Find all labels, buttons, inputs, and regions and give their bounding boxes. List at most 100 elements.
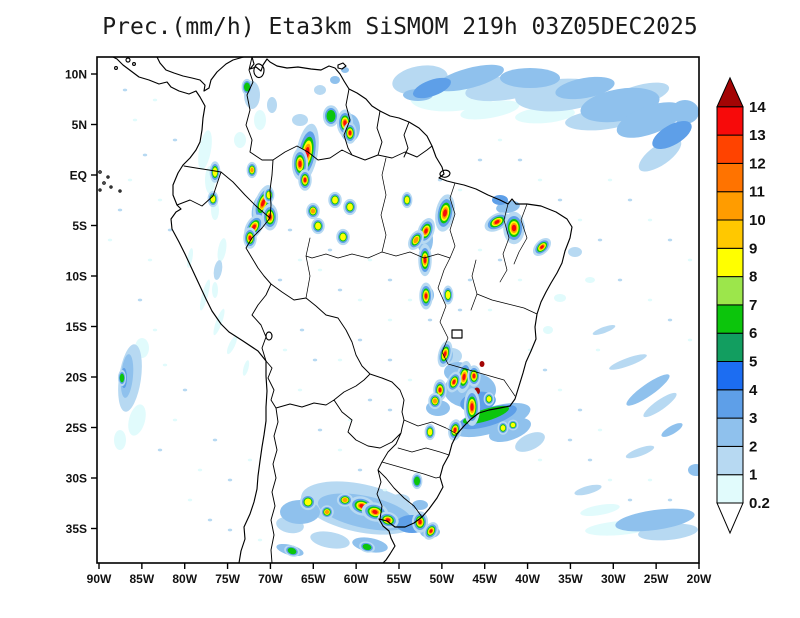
coastline-layer — [98, 57, 573, 563]
x-tick-label: 40W — [515, 572, 540, 586]
colorbar-segment — [716, 361, 744, 391]
precip-speckle — [142, 153, 148, 157]
x-tick-label: 35W — [558, 572, 583, 586]
storm-cell — [511, 224, 517, 232]
precip-patch — [212, 282, 218, 298]
storm-cell — [315, 222, 321, 230]
colorbar-segment — [716, 417, 744, 447]
chart-title: Prec.(mm/h) Eta3km SiSMOM 219h 03Z05DEC2… — [102, 14, 698, 40]
precip-patch — [436, 64, 504, 92]
x-tick-label: 60W — [344, 572, 369, 586]
storm-cell — [340, 233, 346, 241]
precip-speckle — [577, 408, 583, 412]
precip-speckle — [317, 268, 323, 272]
precip-patch — [292, 114, 308, 126]
precip-patch — [341, 67, 349, 73]
precip-speckle — [387, 358, 393, 362]
x-tick-label: 50W — [430, 572, 455, 586]
x-tick-label: 70W — [258, 572, 283, 586]
precip-patch — [574, 484, 602, 496]
storm-cell — [119, 373, 125, 383]
colorbar-label: 8 — [749, 269, 757, 286]
lake-maracaibo — [253, 63, 265, 79]
precip-speckle — [667, 498, 673, 502]
precip-patch — [638, 138, 682, 172]
island-marajo — [439, 169, 451, 178]
caribbean-islets — [114, 57, 136, 70]
precip-patch — [310, 531, 350, 549]
storm-cell — [432, 398, 438, 404]
precip-speckle — [172, 138, 178, 142]
precip-speckle — [557, 388, 563, 392]
storm-cell — [372, 510, 378, 514]
colorbar-segment — [716, 445, 744, 476]
x-tick-label: 20W — [687, 572, 712, 586]
precip-patch — [671, 100, 699, 124]
colorbar-label: 4 — [749, 382, 758, 399]
precip-speckle — [367, 398, 373, 402]
storm-cell — [443, 351, 447, 357]
precip-speckle — [382, 488, 388, 492]
precip-patch — [460, 100, 520, 120]
precip-speckle — [167, 228, 173, 232]
storm-cell — [438, 387, 442, 393]
country-borders — [176, 57, 433, 563]
precip-speckle — [157, 448, 163, 452]
y-tick-label: 10N — [65, 68, 87, 82]
precip-speckle — [607, 478, 613, 482]
precip-speckle — [497, 258, 503, 262]
precip-patch — [186, 248, 194, 268]
colorbar-label: 10 — [749, 212, 766, 229]
precip-speckle — [477, 158, 483, 162]
coastline-south-america-west — [112, 57, 268, 563]
colorbar-label: 12 — [749, 155, 766, 172]
precip-speckle — [297, 258, 303, 262]
precip-speckle — [595, 348, 601, 352]
colorbar-segment — [716, 191, 744, 221]
y-tick-label: 15S — [66, 320, 87, 334]
precip-patch — [688, 464, 699, 476]
precip-speckle — [257, 538, 263, 542]
precip-patch — [217, 238, 227, 262]
storm-cell — [343, 120, 347, 126]
storm-cell — [260, 199, 266, 207]
precip-patch — [234, 132, 246, 148]
x-tick-label: 90W — [87, 572, 112, 586]
precip-patch — [412, 500, 428, 510]
colorbar-label: 11 — [749, 184, 765, 201]
precip-patch — [592, 325, 616, 335]
precip-speckle — [537, 178, 543, 182]
y-tick-label: 35S — [66, 522, 87, 536]
precip-speckle — [337, 448, 343, 452]
storm-cell — [248, 235, 252, 241]
precip-patch — [609, 354, 647, 370]
colorbar-underflow-arrow — [716, 502, 744, 535]
colorbar-segment — [716, 134, 744, 164]
precip-speckle — [122, 88, 128, 92]
precip-speckle — [277, 278, 283, 282]
precip-speckle — [497, 138, 503, 142]
x-tick-label: 75W — [215, 572, 240, 586]
precip-patch — [643, 392, 677, 418]
precip-patch — [500, 68, 560, 88]
precip-patch — [615, 508, 695, 532]
precip-speckle — [667, 318, 673, 322]
y-tick-label: EQ — [70, 169, 87, 183]
x-tick-label: 55W — [387, 572, 412, 586]
precip-speckle — [557, 198, 563, 202]
precip-speckle — [197, 468, 203, 472]
storm-cell — [418, 519, 422, 525]
precip-speckle — [387, 408, 393, 412]
storm-cell — [244, 82, 250, 92]
precip-patch — [625, 445, 655, 459]
colorbar-label: 1 — [749, 467, 757, 484]
x-tick-label: 30W — [601, 572, 626, 586]
storm-cell — [347, 203, 353, 211]
storm-cell — [332, 196, 338, 204]
colorbar-label: 3 — [749, 410, 757, 427]
precip-speckle — [357, 468, 363, 472]
precip-speckle — [467, 278, 473, 282]
precip-speckle — [587, 458, 593, 462]
storm-cell — [413, 236, 419, 244]
precip-speckle — [157, 198, 163, 202]
